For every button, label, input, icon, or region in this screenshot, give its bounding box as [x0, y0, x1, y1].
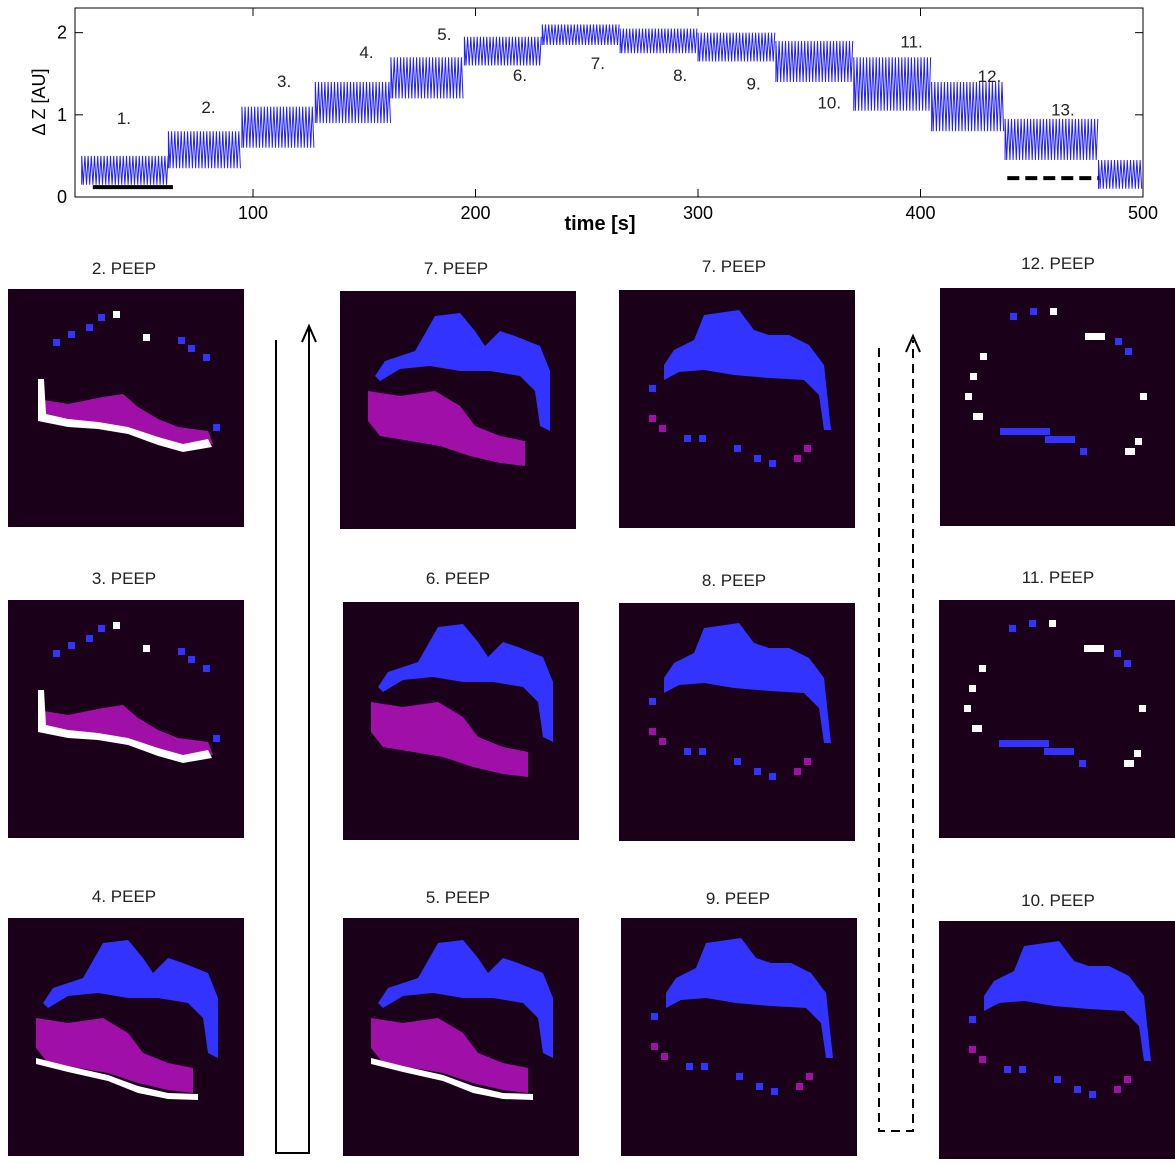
panel-image: [619, 603, 855, 841]
arrow: [879, 340, 913, 1131]
panel-title: 3. PEEP: [92, 569, 156, 588]
x-tick-label: 400: [905, 203, 935, 223]
panel-title: 8. PEEP: [702, 571, 766, 590]
plot: 100 200 300 400 500 0 1 2 1. 2. 3. 4. 5. 6. 7. 8. 9. 10. 1…: [57, 8, 1158, 223]
annotation: 13.: [1051, 101, 1075, 120]
signal-band: [620, 29, 697, 54]
y-axis-label: Δ Z [AU]: [29, 68, 49, 135]
signal-band: [464, 37, 541, 66]
panel-title: 4. PEEP: [92, 887, 156, 906]
signal-band: [1005, 119, 1098, 160]
y-tick-label: 2: [57, 23, 67, 43]
signal-band: [82, 156, 168, 185]
panel-image: [939, 921, 1175, 1159]
panel-image: [343, 918, 579, 1156]
annotation: 3.: [277, 72, 291, 91]
panel-title: 2. PEEP: [92, 259, 156, 278]
arrow: [276, 326, 316, 1153]
signal-band: [242, 107, 314, 148]
panel-image: [8, 600, 244, 838]
x-tick-label: 200: [460, 203, 490, 223]
signal-band: [776, 41, 853, 82]
signal-band: [698, 33, 775, 62]
x-axis-label: time [s]: [564, 213, 635, 235]
panel-title: 5. PEEP: [426, 888, 490, 907]
panel-title: 7. PEEP: [702, 257, 766, 276]
signal-band: [1099, 160, 1142, 189]
panel-image: [343, 602, 579, 840]
annotation: 11.: [900, 32, 922, 51]
x-tick-label: 100: [238, 203, 268, 223]
annotation: 9.: [747, 74, 761, 93]
annotation: 10.: [817, 93, 841, 112]
signal-band: [391, 57, 463, 98]
signal-band: [315, 82, 390, 123]
annotation: 6.: [513, 66, 527, 85]
signal-band: [932, 82, 1004, 131]
annotation: 5.: [437, 25, 451, 44]
annotation: 2.: [201, 98, 215, 117]
panel-image: [8, 918, 244, 1156]
panel-image: [621, 918, 857, 1156]
panel-image: [940, 288, 1175, 526]
signal-band: [168, 131, 240, 168]
annotation: 1.: [117, 109, 131, 128]
panel-title: 9. PEEP: [706, 889, 770, 908]
annotation: 12.: [978, 67, 1002, 86]
y-tick-label: 0: [57, 187, 67, 207]
panel-title: 6. PEEP: [426, 569, 490, 588]
annotation: 8.: [673, 66, 687, 85]
figure: 2. PEEP 3. PEEP 4. PEEP 7. PEEP 6. PEEP …: [0, 0, 1175, 1159]
panel-image: [340, 291, 576, 529]
panel-title: 10. PEEP: [1021, 891, 1095, 910]
panel-title: 7. PEEP: [424, 259, 488, 278]
panel-title: 12. PEEP: [1021, 254, 1095, 273]
signal-band: [542, 24, 619, 45]
annotation: 4.: [359, 43, 373, 62]
y-tick-label: 1: [57, 105, 67, 125]
panel-image: [8, 289, 244, 527]
panel-title: 11. PEEP: [1022, 568, 1094, 587]
x-tick-label: 300: [683, 203, 713, 223]
panel-image: [619, 290, 855, 528]
x-tick-label: 500: [1128, 203, 1158, 223]
signal-band: [854, 57, 931, 110]
annotation: 7.: [591, 54, 605, 73]
panel-image: [939, 600, 1175, 838]
